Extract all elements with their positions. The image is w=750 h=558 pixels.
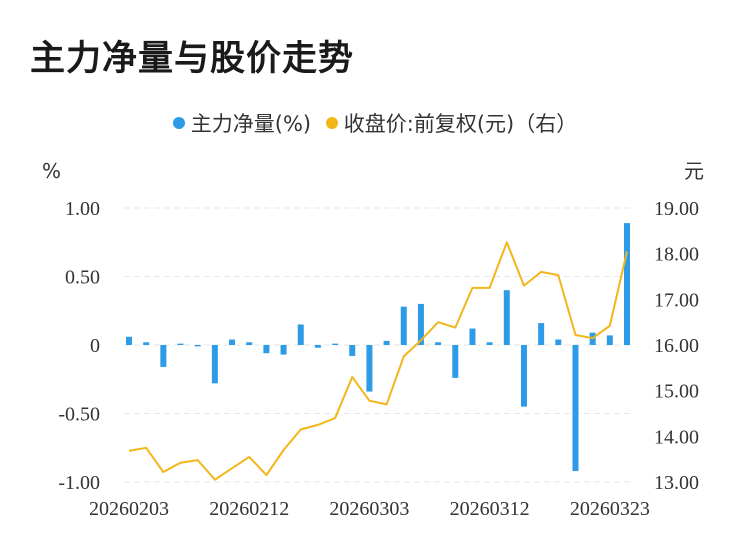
left-tick-label: -0.50 bbox=[58, 404, 100, 426]
bar bbox=[538, 323, 545, 345]
bar bbox=[280, 345, 287, 355]
bar bbox=[314, 345, 321, 348]
bar bbox=[417, 303, 424, 345]
left-tick-label: 0 bbox=[90, 335, 100, 357]
bar bbox=[246, 342, 253, 345]
bar bbox=[400, 306, 407, 345]
left-tick-label: -1.00 bbox=[58, 472, 100, 494]
bar bbox=[194, 345, 201, 347]
bar bbox=[383, 340, 390, 345]
bar bbox=[160, 345, 167, 367]
right-tick-label: 13.00 bbox=[654, 472, 699, 494]
chart-legend: 主力净量(%) 收盘价:前复权(元)（右） bbox=[0, 108, 750, 138]
bar bbox=[520, 345, 527, 407]
bar bbox=[555, 339, 562, 345]
legend-label: 收盘价:前复权(元)（右） bbox=[343, 112, 578, 136]
bar bbox=[366, 345, 373, 392]
right-tick-label: 14.00 bbox=[654, 426, 699, 448]
x-tick-label: 20260312 bbox=[450, 498, 530, 520]
legend-dot-icon bbox=[325, 117, 338, 129]
right-axis-unit: 元 bbox=[684, 159, 704, 183]
left-tick-label: 0.50 bbox=[65, 267, 100, 289]
bar bbox=[332, 343, 339, 345]
bar bbox=[486, 342, 493, 345]
bar bbox=[263, 345, 270, 354]
right-tick-label: 15.00 bbox=[654, 381, 699, 403]
chart-title: 主力净量与股价走势 bbox=[30, 39, 355, 79]
bar bbox=[349, 345, 356, 356]
legend-item-net-volume[interactable]: 主力净量(%) bbox=[172, 108, 312, 138]
bar bbox=[503, 290, 510, 345]
left-tick-label: 1.00 bbox=[65, 198, 100, 220]
bar bbox=[572, 345, 579, 472]
right-tick-label: 16.00 bbox=[654, 335, 699, 357]
legend-dot-icon bbox=[172, 117, 185, 129]
x-tick-label: 20260323 bbox=[570, 498, 650, 520]
bar bbox=[297, 324, 304, 345]
bar bbox=[452, 345, 459, 378]
bar bbox=[606, 335, 613, 345]
right-tick-label: 18.00 bbox=[654, 244, 699, 266]
x-tick-label: 20260303 bbox=[329, 498, 409, 520]
bar bbox=[177, 343, 184, 345]
bar bbox=[469, 328, 476, 345]
bar bbox=[126, 336, 132, 345]
right-tick-label: 19.00 bbox=[654, 198, 699, 220]
price-line bbox=[128, 241, 628, 481]
left-axis-unit: % bbox=[42, 159, 61, 183]
bar bbox=[624, 223, 630, 345]
legend-label: 主力净量(%) bbox=[190, 112, 312, 136]
legend-item-close-price[interactable]: 收盘价:前复权(元)（右） bbox=[325, 108, 578, 138]
bar bbox=[143, 342, 150, 345]
bar bbox=[435, 342, 442, 345]
right-tick-label: 17.00 bbox=[654, 289, 699, 311]
x-tick-label: 20260212 bbox=[209, 498, 289, 520]
bar bbox=[211, 345, 218, 384]
x-tick-label: 20260203 bbox=[89, 498, 169, 520]
bar bbox=[229, 339, 236, 345]
